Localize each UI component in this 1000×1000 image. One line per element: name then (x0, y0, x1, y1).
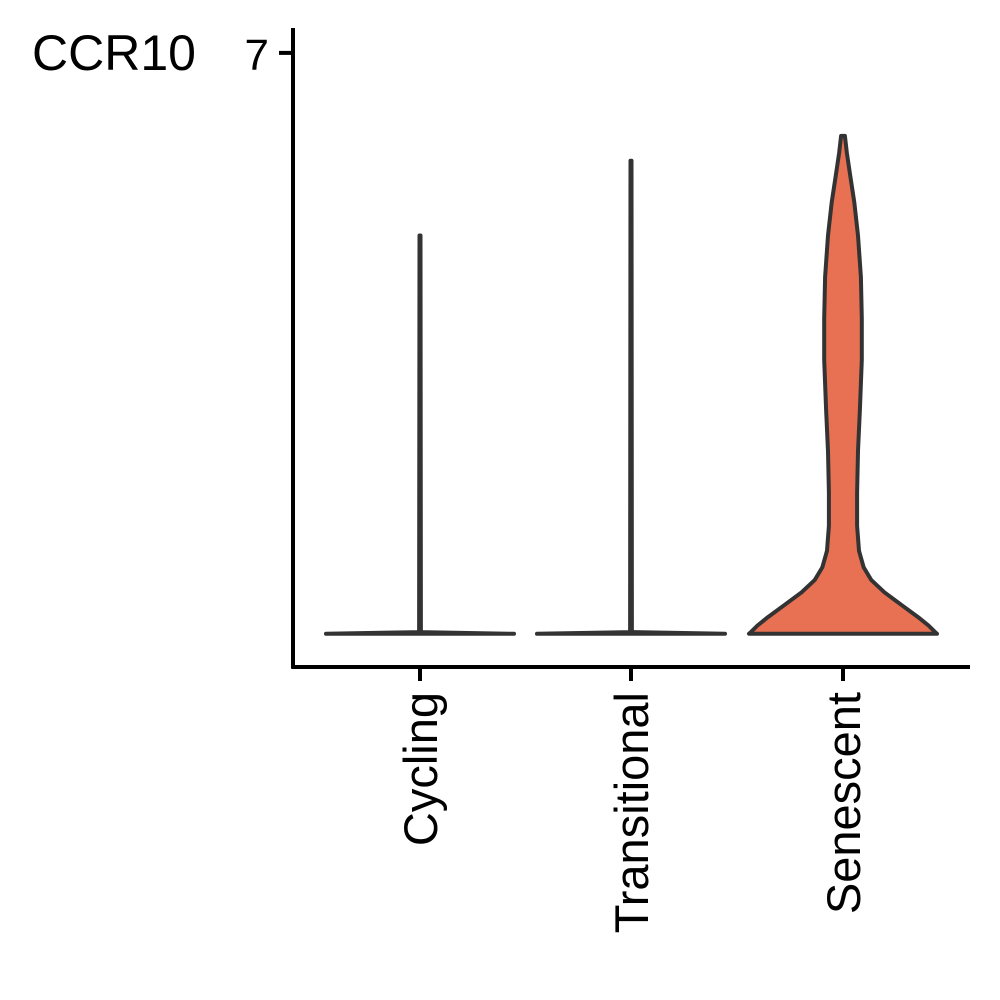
violin-cycling (324, 233, 516, 636)
y-tick-label: 7 (245, 31, 269, 80)
chart-title: CCR10 (32, 25, 196, 81)
violin-transitional (535, 158, 727, 636)
violins (324, 133, 939, 636)
violin-senescent (747, 133, 939, 636)
x-tick-label-cycling: Cycling (394, 692, 447, 846)
x-tick-label-senescent: Senescent (817, 692, 870, 914)
y-axis-ticks: 7 (245, 31, 293, 80)
x-axis-ticks: Cycling Transitional Senescent (394, 667, 870, 933)
x-tick-label-transitional: Transitional (605, 692, 658, 933)
